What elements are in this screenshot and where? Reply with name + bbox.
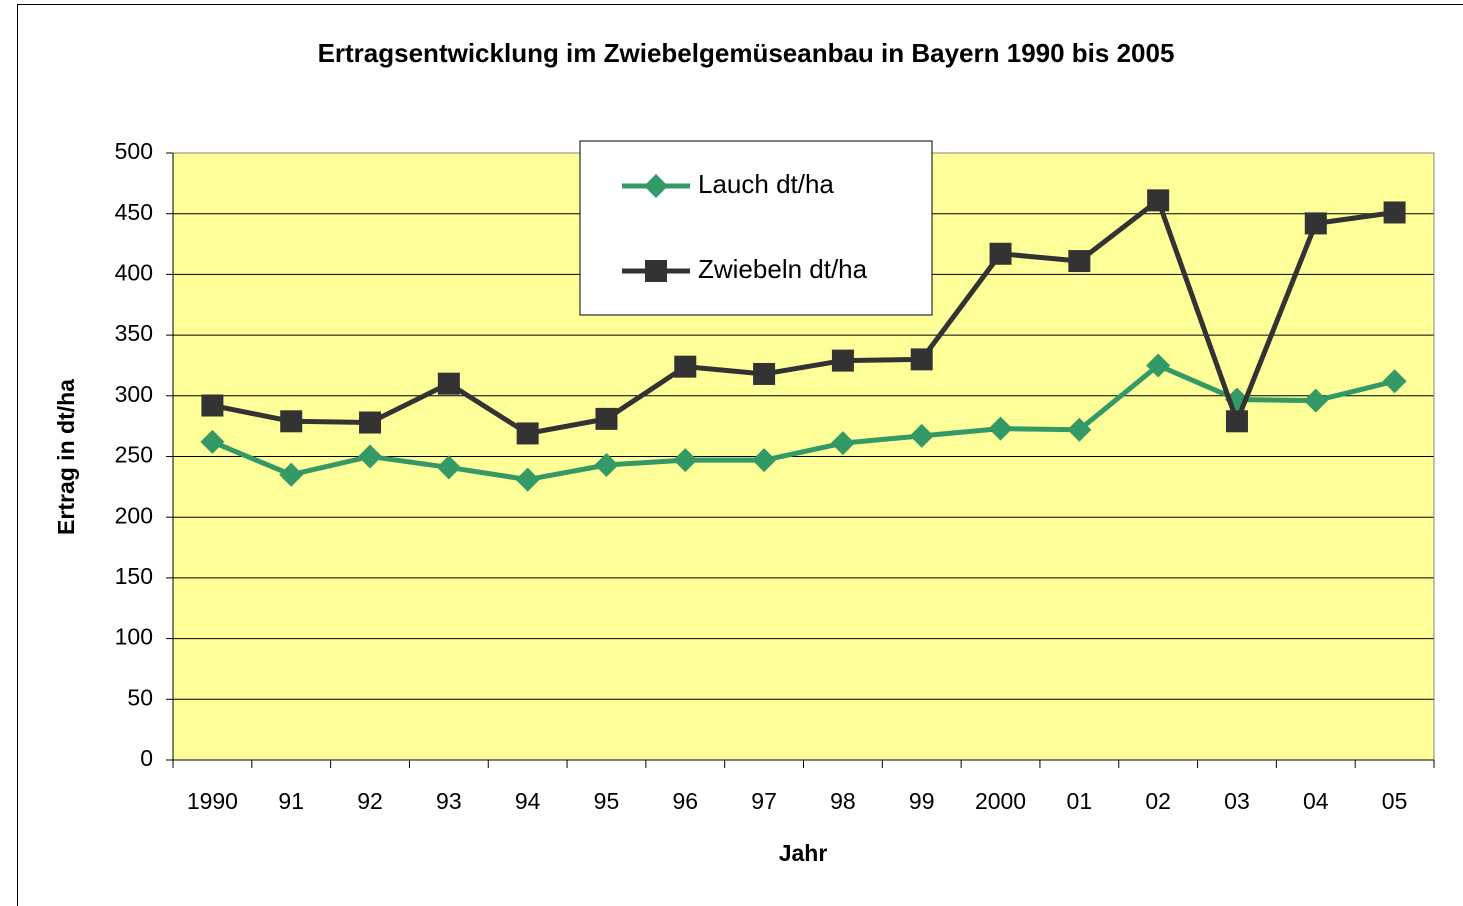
x-tick-label: 98 bbox=[830, 788, 856, 814]
legend-box bbox=[579, 140, 933, 316]
data-point bbox=[831, 349, 854, 372]
y-tick-label: 100 bbox=[115, 624, 153, 650]
series-line bbox=[211, 362, 1396, 483]
data-point bbox=[359, 411, 382, 434]
y-tick-label: 250 bbox=[115, 442, 153, 468]
data-point bbox=[752, 448, 777, 473]
y-tick-label: 450 bbox=[115, 199, 153, 225]
data-point bbox=[1382, 369, 1407, 394]
data-point bbox=[516, 422, 539, 445]
data-point bbox=[437, 372, 460, 395]
data-point bbox=[436, 455, 461, 480]
x-tick-label: 2000 bbox=[975, 788, 1026, 814]
x-tick-label: 94 bbox=[515, 788, 541, 814]
data-point bbox=[910, 348, 933, 371]
x-tick-label: 97 bbox=[751, 788, 777, 814]
legend-label: Lauch dt/ha bbox=[698, 169, 834, 199]
legend-marker bbox=[645, 260, 667, 282]
x-tick-label: 93 bbox=[436, 788, 462, 814]
data-point bbox=[989, 242, 1012, 265]
data-point bbox=[1067, 417, 1092, 442]
chart-title: Ertragsentwicklung im Zwiebelgemüseanbau… bbox=[318, 38, 1175, 68]
x-tick-label: 91 bbox=[278, 788, 304, 814]
data-point bbox=[1225, 410, 1248, 433]
data-point bbox=[515, 467, 540, 492]
legend-marker bbox=[644, 174, 668, 198]
x-tick-label: 02 bbox=[1145, 788, 1171, 814]
data-point bbox=[1068, 250, 1091, 273]
data-point bbox=[1304, 212, 1327, 235]
y-tick-label: 50 bbox=[127, 684, 153, 710]
x-tick-label: 95 bbox=[594, 788, 620, 814]
data-point bbox=[1303, 388, 1328, 413]
data-point bbox=[753, 362, 776, 385]
data-point bbox=[201, 394, 224, 417]
x-tick-label: 1990 bbox=[187, 788, 238, 814]
y-tick-label: 200 bbox=[115, 502, 153, 528]
data-point bbox=[280, 410, 303, 433]
y-tick-label: 500 bbox=[115, 138, 153, 164]
data-point bbox=[358, 444, 383, 469]
data-point bbox=[988, 416, 1013, 441]
y-tick-label: 300 bbox=[115, 381, 153, 407]
data-point bbox=[595, 407, 618, 430]
data-point bbox=[200, 429, 225, 454]
data-point bbox=[909, 423, 934, 448]
legend-label: Zwiebeln dt/ha bbox=[698, 254, 868, 284]
data-point bbox=[279, 462, 304, 487]
data-point bbox=[594, 452, 619, 477]
series-line bbox=[211, 197, 1395, 436]
y-tick-label: 150 bbox=[115, 563, 153, 589]
x-tick-label: 92 bbox=[357, 788, 383, 814]
data-point bbox=[830, 431, 855, 456]
data-point bbox=[1147, 189, 1170, 212]
y-axis-label: Ertrag in dt/ha bbox=[53, 379, 79, 535]
x-tick-label: 03 bbox=[1224, 788, 1250, 814]
y-tick-label: 350 bbox=[115, 320, 153, 346]
x-tick-label: 05 bbox=[1382, 788, 1408, 814]
data-point bbox=[673, 448, 698, 473]
data-point bbox=[674, 355, 697, 378]
data-point bbox=[1383, 201, 1406, 224]
x-axis-label: Jahr bbox=[779, 840, 828, 866]
y-tick-label: 0 bbox=[140, 745, 153, 771]
x-tick-label: 04 bbox=[1303, 788, 1329, 814]
x-tick-label: 96 bbox=[672, 788, 698, 814]
data-point bbox=[1146, 353, 1171, 378]
x-tick-label: 99 bbox=[909, 788, 935, 814]
x-tick-label: 01 bbox=[1067, 788, 1093, 814]
y-tick-label: 400 bbox=[115, 259, 153, 285]
